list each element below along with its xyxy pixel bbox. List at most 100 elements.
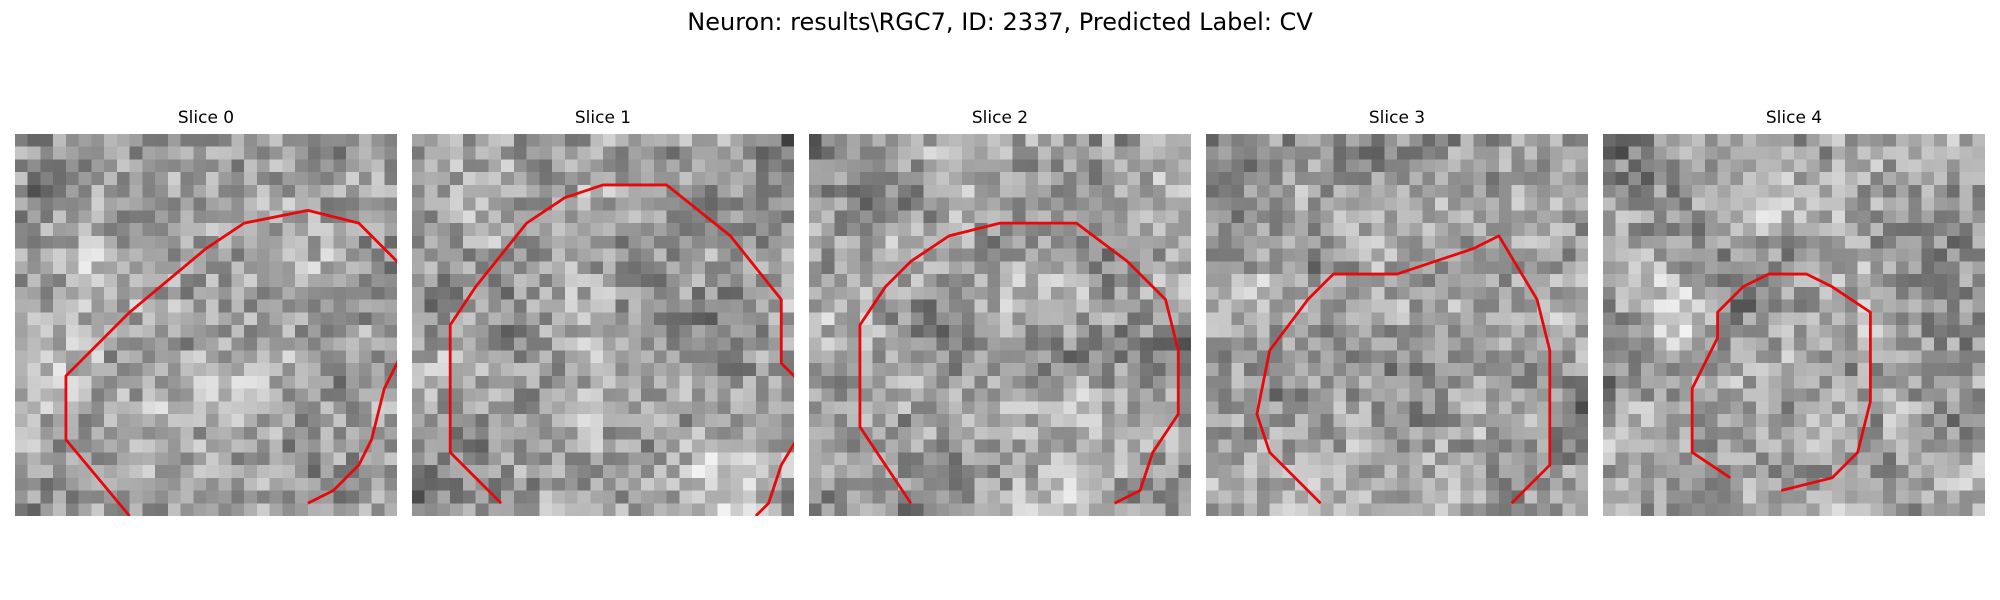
pixel <box>615 325 629 338</box>
pixel <box>104 286 118 300</box>
pixel <box>475 172 489 186</box>
pixel <box>1063 210 1077 224</box>
pixel <box>1000 134 1013 147</box>
pixel <box>371 465 385 479</box>
pixel <box>1012 350 1026 364</box>
pixel <box>1934 325 1948 338</box>
pixel <box>1857 312 1871 326</box>
pixel <box>333 503 347 516</box>
pixel <box>1000 414 1013 428</box>
pixel <box>1244 197 1258 211</box>
pixel <box>513 261 527 275</box>
pixel <box>1717 223 1731 237</box>
pixel <box>679 388 693 402</box>
pixel <box>1447 490 1461 504</box>
pixel <box>1730 388 1744 402</box>
pixel <box>1717 325 1731 338</box>
pixel <box>809 401 822 415</box>
pixel <box>129 312 143 326</box>
pixel <box>53 299 67 313</box>
pixel <box>307 312 321 326</box>
pixel <box>1666 401 1680 415</box>
pixel <box>743 452 757 466</box>
pixel <box>552 286 566 300</box>
pixel <box>1269 248 1283 262</box>
pixel <box>653 439 667 453</box>
pixel <box>1628 159 1642 173</box>
pixel <box>129 197 143 211</box>
pixel <box>1524 248 1538 262</box>
pixel <box>1628 439 1642 453</box>
pixel <box>40 235 54 249</box>
pixel <box>1269 235 1283 249</box>
pixel <box>1628 223 1642 237</box>
pixel <box>180 426 194 440</box>
pixel <box>859 274 873 288</box>
pixel <box>653 134 667 147</box>
pixel <box>1231 477 1245 491</box>
pixel <box>1537 172 1551 186</box>
pixel <box>1409 223 1423 237</box>
pixel <box>1384 452 1398 466</box>
pixel <box>1870 210 1884 224</box>
pixel <box>1870 325 1884 338</box>
pixel <box>1397 414 1410 428</box>
pixel <box>1972 388 1985 402</box>
pixel <box>142 477 156 491</box>
pixel <box>193 401 207 415</box>
pixel <box>1206 401 1219 415</box>
pixel <box>1895 465 1909 479</box>
pixel <box>1562 286 1576 300</box>
pixel <box>974 452 988 466</box>
pixel <box>1959 375 1973 389</box>
pixel <box>552 159 566 173</box>
pixel <box>628 197 642 211</box>
pixel <box>1025 503 1039 516</box>
pixel <box>1883 439 1897 453</box>
pixel <box>1473 159 1487 173</box>
pixel <box>450 426 464 440</box>
pixel <box>885 223 899 237</box>
pixel <box>437 197 451 211</box>
pixel <box>768 414 782 428</box>
pixel <box>961 274 975 288</box>
pixel <box>1692 388 1706 402</box>
pixel <box>1282 414 1296 428</box>
pixel <box>91 172 105 186</box>
pixel <box>768 312 782 326</box>
pixel <box>513 337 527 351</box>
pixel <box>1524 159 1538 173</box>
pixel <box>590 452 604 466</box>
pixel <box>526 325 540 338</box>
pixel <box>1524 375 1538 389</box>
pixel <box>1269 490 1283 504</box>
pixel <box>717 172 731 186</box>
pixel <box>1127 223 1141 237</box>
pixel <box>577 401 591 415</box>
pixel <box>692 184 706 198</box>
pixel <box>1537 274 1551 288</box>
pixel <box>1959 134 1973 147</box>
pixel <box>1895 235 1909 249</box>
pixel <box>1653 184 1667 198</box>
pixel <box>847 350 861 364</box>
pixel <box>1549 184 1563 198</box>
pixel <box>1679 210 1693 224</box>
pixel <box>1435 223 1449 237</box>
pixel <box>1921 439 1935 453</box>
pixel <box>1140 172 1154 186</box>
pixel <box>564 223 578 237</box>
pixel <box>987 490 1001 504</box>
pixel <box>412 172 425 186</box>
pixel <box>704 312 718 326</box>
pixel <box>437 439 451 453</box>
pixel <box>1076 401 1090 415</box>
pixel <box>1447 363 1461 377</box>
pixel <box>872 274 886 288</box>
pixel <box>1409 350 1423 364</box>
pixel <box>462 414 476 428</box>
pixel <box>1575 159 1588 173</box>
pixel <box>717 286 731 300</box>
pixel <box>730 439 744 453</box>
pixel <box>142 388 156 402</box>
